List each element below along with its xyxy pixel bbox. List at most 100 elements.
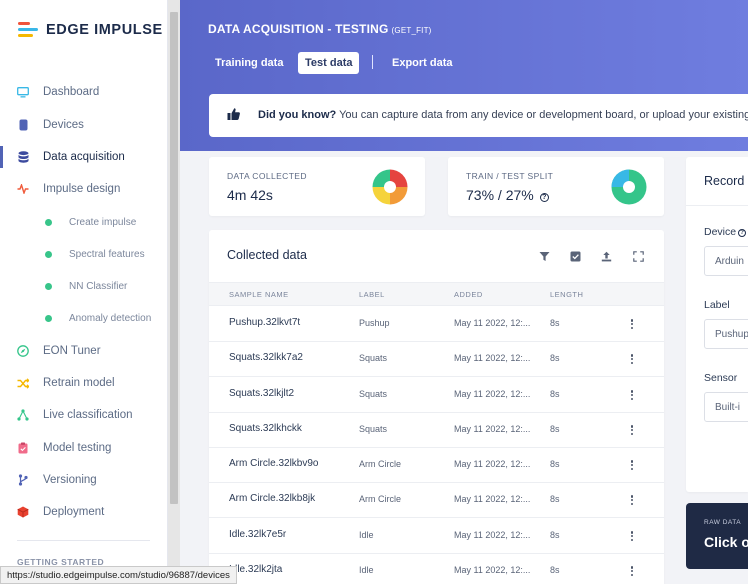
table-row[interactable]: Squats.32lkjlt2 Squats May 11 2022, 12:.… — [209, 377, 664, 413]
collected-data-title: Collected data — [227, 248, 307, 262]
upload-icon[interactable] — [601, 249, 613, 262]
sample-label: Idle — [359, 565, 374, 575]
column-header[interactable]: ADDED — [454, 290, 483, 299]
status-dot — [45, 282, 52, 290]
sidebar-item-data-acquisition[interactable]: Data acquisition — [0, 145, 168, 169]
split-pie — [611, 169, 647, 205]
sidebar-item-model-testing[interactable]: Model testing — [0, 436, 168, 460]
sidebar-scrollbar[interactable] — [168, 0, 180, 584]
sidebar-item-anomaly-detection[interactable]: Anomaly detection — [0, 308, 168, 328]
sidebar-item-spectral-features[interactable]: Spectral features — [0, 244, 168, 264]
collected-data-card: Collected data SAMPLE NAME LABEL ADDED L… — [209, 230, 664, 584]
shuffle-icon — [17, 377, 29, 389]
more-options-icon[interactable] — [630, 390, 634, 400]
tab-separator — [372, 55, 373, 69]
sample-name: Idle.32lk7e5r — [229, 529, 287, 540]
pie-hole — [384, 181, 396, 193]
status-dot — [45, 218, 52, 226]
logo[interactable]: EDGE IMPULSE — [18, 22, 163, 38]
pie-slice — [372, 187, 390, 205]
status-dot — [45, 250, 52, 258]
more-options-icon[interactable] — [630, 460, 634, 470]
sidebar-item-create-impulse[interactable]: Create impulse — [0, 212, 168, 232]
sidebar-divider — [17, 540, 150, 541]
sidebar-item-eon-tuner[interactable]: EON Tuner — [0, 339, 168, 363]
more-options-icon[interactable] — [630, 319, 634, 329]
device-select[interactable]: Arduin — [704, 246, 748, 276]
split-label: TRAIN / TEST SPLIT — [466, 171, 554, 181]
help-icon[interactable]: ? — [738, 229, 747, 237]
sidebar-item-live-classification[interactable]: Live classification — [0, 403, 168, 427]
more-options-icon[interactable] — [630, 425, 634, 435]
sample-length: 8s — [550, 459, 560, 469]
sidebar: EDGE IMPULSE Dashboard Devices Data acqu… — [0, 0, 168, 584]
table-row[interactable]: Pushup.32lkvt7t Pushup May 11 2022, 12:.… — [209, 306, 664, 342]
sample-added: May 11 2022, 12:... — [454, 565, 531, 575]
filter-icon[interactable] — [539, 249, 551, 261]
split-value: 73% / 27%? — [466, 187, 549, 203]
database-icon — [17, 151, 29, 163]
table-row[interactable]: Squats.32lkhckk Squats May 11 2022, 12:.… — [209, 412, 664, 448]
sample-label: Idle — [359, 530, 374, 540]
help-icon[interactable]: ? — [539, 193, 549, 202]
more-options-icon[interactable] — [630, 354, 634, 364]
package-icon — [17, 506, 29, 518]
raw-data-action: Click o — [704, 534, 748, 550]
sample-label: Squats — [359, 353, 388, 363]
pie-slice — [390, 169, 408, 187]
sample-name: Squats.32lkjlt2 — [229, 388, 295, 399]
label-input[interactable]: Pushup — [704, 319, 748, 349]
sample-added: May 11 2022, 12:... — [454, 318, 531, 328]
status-dot — [45, 314, 52, 322]
pie-hole — [623, 181, 635, 193]
expand-icon[interactable] — [633, 249, 645, 262]
monitor-icon — [17, 86, 29, 98]
sample-label: Squats — [359, 389, 388, 399]
column-header[interactable]: LENGTH — [550, 290, 584, 299]
sample-length: 8s — [550, 530, 560, 540]
column-header[interactable]: LABEL — [359, 290, 385, 299]
project-name: (GET_FIT) — [391, 26, 432, 35]
sidebar-item-versioning[interactable]: Versioning — [0, 468, 168, 492]
label-label: Label — [704, 299, 730, 311]
tab-export-data[interactable]: Export data — [392, 57, 453, 69]
more-options-icon[interactable] — [630, 495, 634, 505]
sample-added: May 11 2022, 12:... — [454, 494, 531, 504]
sensor-select[interactable]: Built-i — [704, 392, 748, 422]
table-row[interactable]: Idle.32lk2jta Idle May 11 2022, 12:... 8… — [209, 553, 664, 584]
table-row[interactable]: Squats.32lkk7a2 Squats May 11 2022, 12:.… — [209, 341, 664, 377]
more-options-icon[interactable] — [630, 531, 634, 541]
train-test-split-card: TRAIN / TEST SPLIT 73% / 27%? — [448, 157, 664, 216]
sample-added: May 11 2022, 12:... — [454, 424, 531, 434]
sample-length: 8s — [550, 494, 560, 504]
sample-added: May 11 2022, 12:... — [454, 389, 531, 399]
select-checkbox-icon[interactable] — [570, 249, 582, 262]
sample-name: Pushup.32lkvt7t — [229, 317, 301, 328]
record-divider — [686, 205, 748, 206]
data-collected-label: DATA COLLECTED — [227, 171, 307, 181]
sample-label: Arm Circle — [359, 459, 401, 469]
table-row[interactable]: Arm Circle.32lkb8jk Arm Circle May 11 20… — [209, 482, 664, 518]
tip-text: Did you know? You can capture data from … — [258, 109, 748, 121]
record-panel: Record Device? Arduin Label Pushup Senso… — [686, 157, 748, 492]
sidebar-item-retrain-model[interactable]: Retrain model — [0, 371, 168, 395]
sidebar-item-nn-classifier[interactable]: NN Classifier — [0, 276, 168, 296]
table-row[interactable]: Idle.32lk7e5r Idle May 11 2022, 12:... 8… — [209, 518, 664, 554]
tab-test-data[interactable]: Test data — [298, 52, 360, 74]
sidebar-item-devices[interactable]: Devices — [0, 113, 168, 137]
raw-data-title: RAW DATA — [704, 519, 742, 526]
sidebar-item-impulse-design[interactable]: Impulse design — [0, 177, 168, 201]
raw-data-card[interactable]: RAW DATA Click o — [686, 503, 748, 569]
column-header[interactable]: SAMPLE NAME — [229, 290, 289, 299]
sidebar-item-dashboard[interactable]: Dashboard — [0, 80, 168, 104]
logo-text: EDGE IMPULSE — [46, 22, 163, 38]
table-row[interactable]: Arm Circle.32lkbv9o Arm Circle May 11 20… — [209, 447, 664, 483]
sample-name: Squats.32lkk7a2 — [229, 352, 303, 363]
scrollbar-thumb[interactable] — [170, 12, 178, 504]
sensor-label: Sensor — [704, 372, 738, 384]
sample-label: Squats — [359, 424, 388, 434]
tab-training-data[interactable]: Training data — [215, 57, 284, 69]
sample-length: 8s — [550, 389, 560, 399]
more-options-icon[interactable] — [630, 566, 634, 576]
sidebar-item-deployment[interactable]: Deployment — [0, 500, 168, 524]
